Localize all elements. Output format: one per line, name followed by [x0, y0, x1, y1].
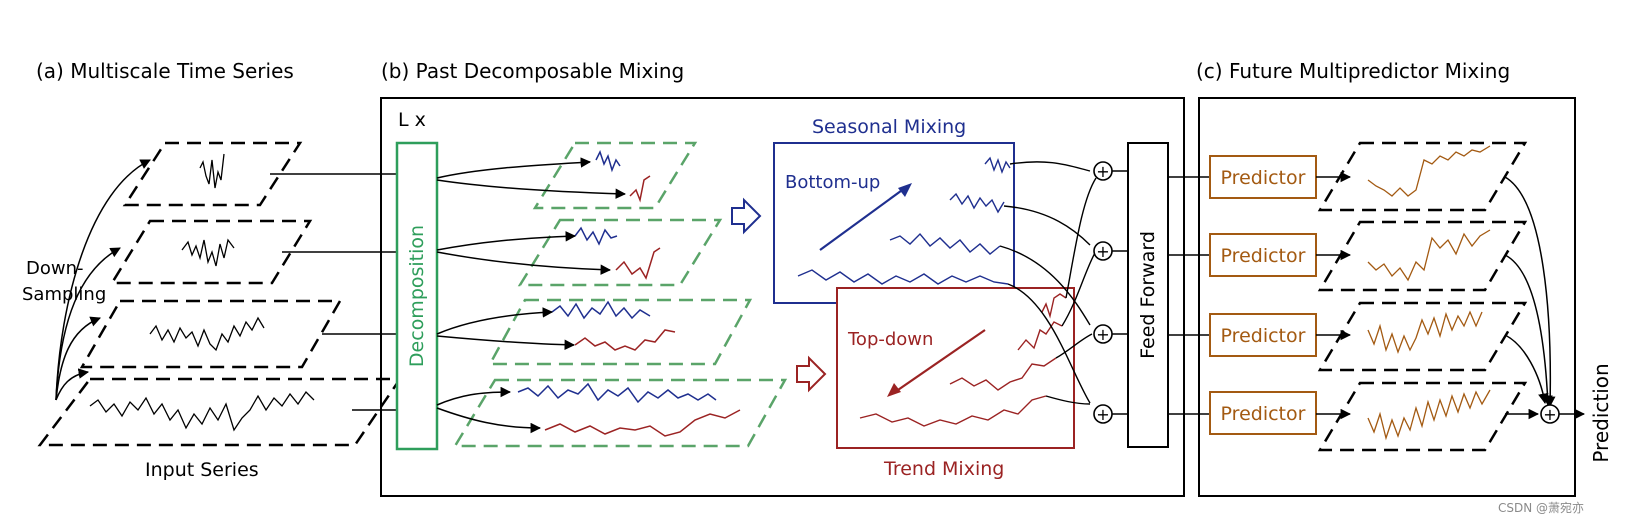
decomposed-seasonal-series: [517, 150, 717, 404]
predictor-2-label: Predictor: [1221, 245, 1306, 267]
ff-to-predictor-lines: [1168, 176, 1210, 415]
seasonal-mixing-series: [797, 156, 1011, 285]
multiscale-series: [89, 153, 315, 432]
bottom-up-label: Bottom-up: [785, 172, 880, 193]
bottom-up-arrowhead: [898, 183, 912, 197]
layers-label: L x: [398, 109, 426, 131]
multiscale-planes: [37, 141, 403, 447]
decomposition-label: Decomposition: [406, 225, 428, 367]
feed-forward-block: [1127, 142, 1169, 448]
input-connectors: [270, 173, 397, 411]
seasonal-mixing-title: Seasonal Mixing: [812, 116, 966, 138]
watermark: CSDN @萧宛亦: [1497, 501, 1584, 515]
svg-text:+: +: [1096, 242, 1109, 261]
aggregation-arrows: [1504, 176, 1556, 420]
mixing-output-lines: [999, 161, 1097, 405]
sum-node-4: +: [1093, 404, 1113, 424]
svg-text:+: +: [1096, 325, 1109, 344]
trend-hollow-arrow: [796, 355, 827, 393]
sum-node-2: +: [1093, 241, 1113, 261]
svg-text:+: +: [1096, 162, 1109, 181]
prediction-planes: [1317, 141, 1528, 452]
down-sampling-label-1: Down-: [26, 258, 84, 279]
heading-multiscale: (a) Multiscale Time Series: [36, 59, 294, 83]
predictor-3: Predictor: [1209, 313, 1317, 357]
sum-node-1: +: [1093, 161, 1113, 181]
seasonal-mixing-box: [773, 142, 1015, 304]
predictor-3-label: Predictor: [1221, 325, 1306, 347]
predictor-1: Predictor: [1209, 155, 1317, 199]
seasonal-hollow-arrow: [731, 197, 762, 235]
svg-text:+: +: [1096, 405, 1109, 424]
past-mixing-box: [380, 97, 1185, 497]
down-sampling-label-2: Sampling: [22, 284, 106, 305]
prediction-series: [1367, 145, 1491, 441]
decomposed-planes: [452, 141, 788, 448]
heading-past-mixing: (b) Past Decomposable Mixing: [381, 59, 684, 83]
decomposition-arrows: [436, 157, 627, 434]
future-mixing-box: [1198, 97, 1576, 497]
down-sampling-arrows: [55, 159, 151, 401]
svg-text:+: +: [1543, 405, 1556, 424]
trend-mixing-box: [836, 287, 1075, 449]
top-down-arrowhead: [887, 383, 901, 397]
predictor-1-label: Predictor: [1221, 167, 1306, 189]
predictor-4-label: Predictor: [1221, 403, 1306, 425]
bottom-up-arrow: [819, 187, 906, 251]
prediction-label: Prediction: [1589, 363, 1613, 462]
input-series-label: Input Series: [145, 459, 259, 481]
decomposed-trend-series: [544, 175, 741, 437]
sum-node-3: +: [1093, 324, 1113, 344]
top-down-label: Top-down: [847, 329, 933, 350]
predictor-4: Predictor: [1209, 391, 1317, 435]
predictor-out-arrows: [1316, 171, 1352, 420]
trend-mixing-series: [859, 293, 1067, 427]
final-sum-node: +: [1540, 404, 1560, 424]
feed-forward-label: Feed Forward: [1137, 231, 1159, 359]
decomposition-block: [395, 141, 439, 451]
sum-nodes: + + + +: [1093, 161, 1113, 424]
top-down-arrow: [894, 329, 986, 393]
sum-to-ff-lines: [1112, 170, 1128, 415]
heading-future-mixing: (c) Future Multipredictor Mixing: [1196, 59, 1510, 83]
predictor-2: Predictor: [1209, 233, 1317, 277]
trend-mixing-title: Trend Mixing: [883, 458, 1004, 480]
